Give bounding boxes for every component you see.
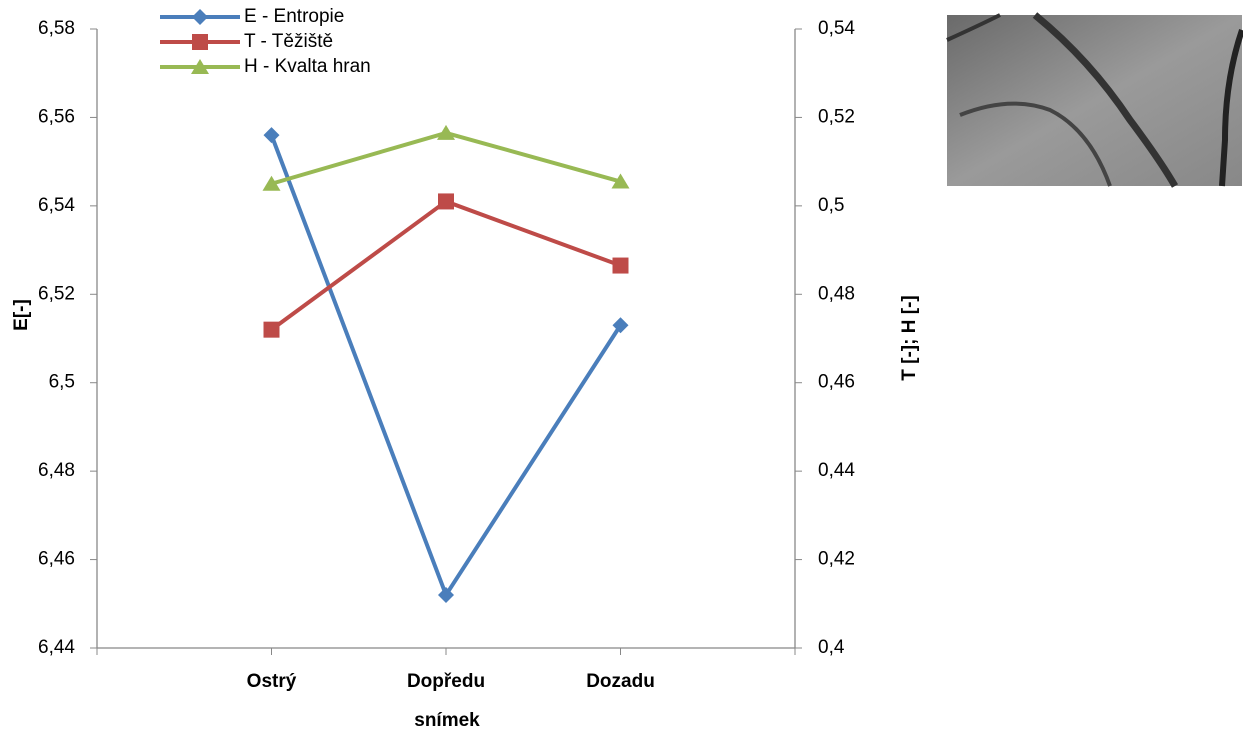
retina-image	[946, 12, 1243, 188]
y-tick-label: 6,54	[38, 195, 75, 216]
x-tick-label: Dopředu	[407, 671, 485, 692]
y-tick-label: 6,56	[38, 106, 75, 127]
legend-marker	[191, 59, 209, 74]
legend-label: E - Entropie	[244, 6, 344, 27]
y2-axis-title: T [-]; H [-]	[899, 295, 920, 380]
data-point	[612, 257, 629, 274]
y2-tick-label: 0,48	[818, 283, 855, 304]
y2-tick-label: 0,5	[818, 195, 844, 216]
y-tick-label: 6,48	[38, 460, 75, 481]
y-tick-label: 6,58	[38, 18, 75, 39]
series-line	[270, 130, 622, 186]
y-tick-label: 6,52	[38, 283, 75, 304]
y2-tick-label: 0,4	[818, 637, 845, 658]
legend-label: H - Kvalta hran	[244, 56, 371, 77]
y-tick-label: 6,44	[38, 637, 75, 658]
y2-tick-label: 0,46	[818, 372, 855, 393]
data-point	[611, 173, 630, 189]
y2-tick-label: 0,54	[818, 18, 855, 39]
data-point	[263, 321, 280, 338]
y2-tick-label: 0,42	[818, 549, 855, 570]
legend-marker	[192, 9, 208, 25]
data-point	[263, 127, 280, 144]
data-point	[438, 586, 454, 603]
data-point	[612, 317, 629, 334]
data-point	[437, 124, 455, 140]
y-axis-title: E[-]	[11, 299, 32, 331]
y-tick-label: 6,46	[38, 549, 75, 570]
legend-marker	[192, 34, 208, 50]
y2-tick-label: 0,52	[818, 106, 855, 127]
x-axis-title: snímek	[414, 710, 480, 731]
x-tick-label: Ostrý	[247, 671, 297, 692]
x-tick-label: Dozadu	[586, 671, 655, 692]
data-point	[262, 175, 281, 191]
data-point	[438, 193, 454, 210]
y-tick-label: 6,5	[49, 372, 75, 393]
series-line	[270, 199, 622, 332]
y2-tick-label: 0,44	[818, 460, 855, 481]
legend-label: T - Těžiště	[244, 31, 333, 52]
